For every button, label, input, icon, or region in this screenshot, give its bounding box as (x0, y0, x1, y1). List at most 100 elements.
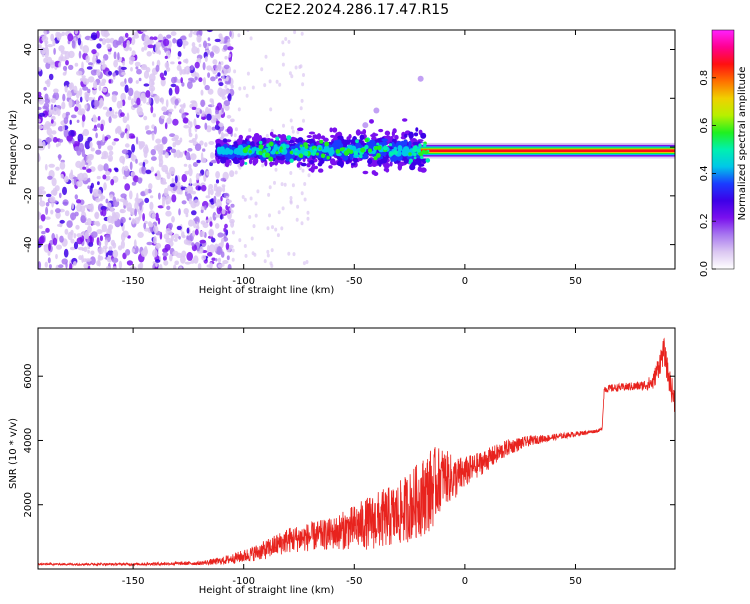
noise-blob (160, 78, 166, 87)
noise-blob (289, 171, 293, 175)
noise-blob (185, 151, 191, 161)
noise-blob (46, 44, 54, 48)
spread-blob (313, 134, 318, 139)
noise-blob (210, 204, 215, 209)
noise-blob (176, 225, 182, 231)
noise-blob (184, 170, 190, 175)
colorbar-tick-label: 0.8 (699, 70, 710, 86)
spread-blob (253, 151, 257, 157)
noise-blob (151, 213, 156, 219)
spread-blob (221, 149, 226, 155)
noise-blob (69, 263, 73, 269)
noise-blob (122, 116, 128, 124)
noise-blob (263, 83, 267, 88)
spread-blob (362, 122, 369, 129)
noise-blob (208, 141, 215, 145)
noise-blob (44, 261, 48, 268)
noise-blob (164, 61, 170, 69)
noise-blob (306, 216, 310, 221)
noise-blob (187, 81, 193, 89)
noise-blob (41, 35, 49, 43)
noise-blob (165, 200, 169, 205)
noise-blob (88, 62, 93, 66)
noise-blob (162, 255, 167, 261)
noise-blob (227, 93, 232, 102)
noise-blob (130, 171, 136, 177)
noise-blob (81, 247, 85, 251)
noise-blob (131, 181, 137, 186)
noise-blob (62, 93, 66, 102)
noise-blob (136, 192, 139, 202)
spread-blob (332, 127, 338, 133)
noise-blob (189, 178, 192, 185)
noise-blob (143, 45, 148, 51)
noise-blob (174, 175, 178, 184)
noise-blob (248, 215, 252, 219)
noise-blob (40, 214, 46, 222)
noise-blob (169, 133, 176, 138)
noise-blob (52, 237, 58, 246)
noise-blob (196, 159, 201, 163)
colorbar-ticks: 0.0 0.2 0.4 0.6 0.8 (699, 70, 716, 277)
noise-blob (70, 169, 73, 177)
noise-blob (64, 228, 69, 235)
noise-blob (53, 88, 59, 94)
noise-blob (135, 66, 139, 70)
noise-blob (167, 146, 173, 150)
noise-blob (102, 58, 105, 66)
noise-blob (196, 221, 199, 230)
noise-blob (143, 115, 148, 121)
noise-blob (173, 238, 178, 242)
noise-blob (89, 141, 93, 148)
noise-blob (225, 195, 229, 200)
noise-blob (166, 205, 171, 210)
trace-dot (281, 149, 285, 152)
spread-blob (222, 138, 228, 143)
noise-blob (147, 39, 154, 44)
noise-blob (217, 264, 223, 268)
noise-blob (281, 40, 285, 45)
noise-blob (206, 113, 212, 121)
noise-blob (84, 104, 88, 111)
noise-blob (168, 108, 174, 113)
noise-blob (70, 229, 74, 236)
noise-blob (183, 163, 188, 167)
noise-blob (99, 235, 103, 242)
noise-blob (270, 263, 274, 268)
noise-blob (284, 37, 288, 41)
noise-blob (266, 249, 270, 254)
trace-dot (311, 151, 316, 156)
noise-blob (38, 97, 45, 105)
x-tick-label: 50 (569, 276, 582, 287)
noise-blob (163, 38, 170, 47)
noise-blob (172, 250, 179, 257)
noise-blob (62, 186, 67, 196)
noise-blob (150, 149, 156, 156)
spectrogram-axes: -150 -100 -50 0 50 -40 -20 0 20 40 (23, 30, 675, 287)
noise-blob (119, 155, 126, 164)
trace-dot (320, 153, 326, 158)
noise-blob (231, 257, 235, 262)
noise-blob (226, 126, 233, 135)
noise-blob (155, 259, 161, 263)
noise-blob (210, 237, 216, 243)
noise-blob (277, 210, 281, 215)
noise-blob (281, 62, 285, 67)
noise-blob (204, 84, 210, 91)
noise-blob (97, 247, 105, 255)
noise-blob (174, 104, 177, 109)
noise-blob (118, 65, 122, 74)
noise-blob (288, 71, 292, 76)
noise-blob (163, 70, 167, 76)
noise-blob (233, 69, 237, 74)
trace-dot (286, 135, 292, 141)
spectrogram-y-axis-label: Frequency (Hz) (8, 110, 19, 186)
x-tick-label: 0 (462, 276, 468, 287)
noise-blob (162, 111, 169, 116)
spread-blob (233, 141, 238, 145)
noise-blob (114, 168, 119, 173)
noise-blob (52, 187, 58, 196)
spread-blob (239, 161, 244, 167)
noise-blob (110, 216, 115, 224)
